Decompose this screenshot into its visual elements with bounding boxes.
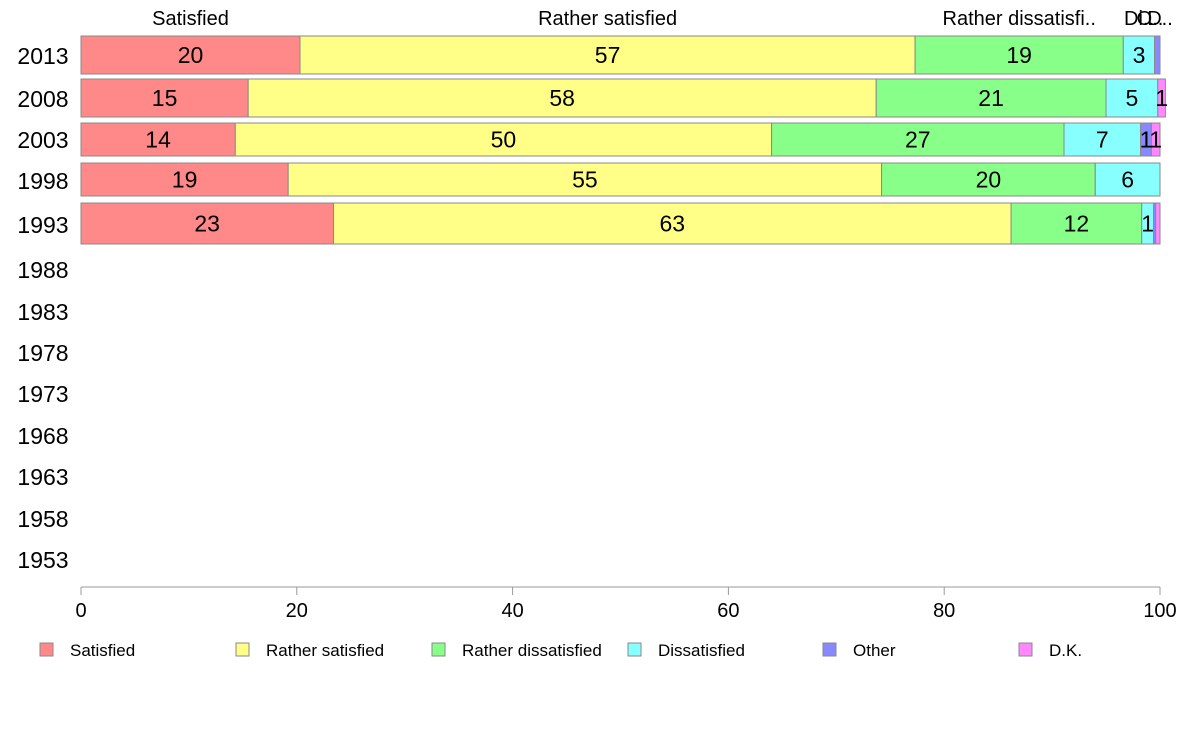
data-label-2008-0: 15 [152, 85, 178, 111]
data-label-1998-0: 19 [172, 167, 198, 193]
data-label-2008-5: 1 [1155, 85, 1168, 111]
bar-segment-2013-4 [1154, 35, 1161, 75]
top-label-1: Rather satisfied [538, 8, 677, 30]
bar-segment-1993-1 [333, 202, 1012, 245]
y-tick-label-1993: 1993 [17, 212, 68, 238]
bar-segment-2008-2 [875, 78, 1107, 118]
legend-swatch-0 [39, 642, 54, 657]
bar-segment-2008-0 [80, 78, 249, 118]
data-label-2008-2: 21 [978, 85, 1004, 111]
top-label-4: O.. [1137, 8, 1164, 30]
data-label-1998-3: 6 [1121, 167, 1134, 193]
bar-segment-2003-2 [771, 122, 1065, 157]
legend-label-5: D.K. [1049, 641, 1082, 660]
bar-segment-2003-0 [80, 122, 236, 157]
y-tick-label-1968: 1968 [17, 423, 68, 449]
data-label-1993-2: 12 [1064, 211, 1090, 237]
y-tick-label-1953: 1953 [17, 547, 68, 573]
y-tick-label-2003: 2003 [17, 127, 68, 153]
bar-segment-1998-3 [1094, 162, 1161, 197]
x-tick-label-100: 100 [1143, 600, 1176, 622]
bar-segment-1998-0 [80, 162, 289, 197]
legend-label-3: Dissatisfied [658, 641, 745, 660]
data-label-2003-0: 14 [145, 127, 171, 153]
data-label-2003-5: 1 [1149, 127, 1162, 153]
x-tick-label-40: 40 [501, 600, 523, 622]
data-label-1993-3: 1 [1141, 211, 1154, 237]
data-label-2008-3: 5 [1126, 85, 1139, 111]
y-tick-label-2008: 2008 [17, 86, 68, 112]
data-label-2008-1: 58 [549, 85, 575, 111]
y-tick-label-1973: 1973 [17, 381, 68, 407]
y-tick-label-1983: 1983 [17, 299, 68, 325]
data-label-1993-1: 63 [660, 211, 686, 237]
x-tick-label-80: 80 [933, 600, 955, 622]
top-label-2: Rather dissatisfi.. [943, 8, 1096, 30]
legend-swatch-5 [1018, 642, 1033, 657]
legend-swatch-3 [627, 642, 642, 657]
y-tick-label-1963: 1963 [17, 464, 68, 490]
x-tick-label-60: 60 [717, 600, 739, 622]
data-label-2003-2: 27 [905, 127, 931, 153]
data-label-2013-0: 20 [178, 42, 204, 68]
x-tick-label-20: 20 [286, 600, 308, 622]
y-tick-label-1958: 1958 [17, 506, 68, 532]
data-label-1998-1: 55 [572, 167, 598, 193]
top-label-3: Di.. [1124, 8, 1154, 30]
legend-label-4: Other [853, 641, 896, 660]
data-label-2003-3: 7 [1096, 127, 1109, 153]
bar-segment-2008-1 [247, 78, 877, 118]
bars [80, 35, 1166, 245]
top-labels: Satisfied Rather satisfied Rather dissatis… [152, 8, 1173, 30]
x-axis: 0 20 40 60 80 100 [75, 586, 1177, 622]
data-label-2003-1: 50 [491, 127, 517, 153]
bar-segment-1993-5 [1155, 202, 1161, 245]
legend-label-1: Rather satisfied [266, 641, 384, 660]
bar-segment-2008-5 [1157, 78, 1166, 118]
top-label-5: D.. [1147, 8, 1173, 30]
y-tick-label-1978: 1978 [17, 340, 68, 366]
bar-segment-2013-3 [1122, 35, 1156, 75]
legend-swatch-1 [235, 642, 250, 657]
legend-label-2: Rather dissatisfied [462, 641, 602, 660]
data-label-1998-2: 20 [976, 167, 1002, 193]
data-label-1993-0: 23 [194, 211, 220, 237]
data-label-2013-2: 19 [1006, 42, 1032, 68]
bar-segment-2008-3 [1105, 78, 1159, 118]
top-label-0: Satisfied [152, 8, 229, 30]
data-label-2013-1: 57 [595, 42, 621, 68]
bar-segment-2013-0 [80, 35, 301, 75]
y-axis-tick-labels: 2013 2008 2003 1998 1993 1988 1983 1978 1973 1968… [17, 43, 68, 573]
bar-segment-2013-2 [914, 35, 1124, 75]
legend-swatch-2 [431, 642, 446, 657]
bar-segment-1993-0 [80, 202, 334, 245]
y-tick-label-2013: 2013 [17, 43, 68, 69]
data-label-2013-3: 3 [1133, 42, 1146, 68]
bar-segment-2003-5 [1150, 122, 1161, 157]
y-tick-label-1998: 1998 [17, 168, 68, 194]
legend: Satisfied Rather satisfied Rather dissatis… [39, 641, 1082, 660]
bar-segment-1993-2 [1010, 202, 1143, 245]
legend-label-0: Satisfied [70, 641, 135, 660]
data-label-2003-4: 1 [1140, 127, 1153, 153]
y-tick-label-1988: 1988 [17, 257, 68, 283]
x-tick-label-0: 0 [75, 600, 86, 622]
legend-swatch-4 [822, 642, 837, 657]
